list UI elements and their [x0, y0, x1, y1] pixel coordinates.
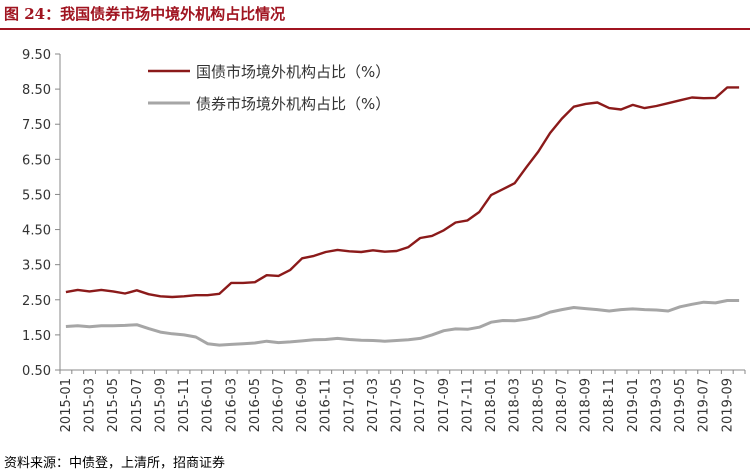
x-tick-label: 2017-03	[366, 378, 381, 432]
figure-title: 图 24：我国债券市场中境外机构占比情况	[4, 5, 286, 23]
x-tick-label: 2018-07	[555, 378, 570, 432]
series-line-2	[65, 299, 740, 347]
series-line-1	[65, 86, 740, 299]
y-tick-label: 6.50	[22, 153, 51, 168]
legend-label-1: 国债市场境外机构占比（%）	[196, 63, 390, 81]
x-tick-label: 2017-07	[413, 378, 428, 432]
x-tick-label: 2016-03	[224, 378, 239, 432]
legend: 国债市场境外机构占比（%） 债券市场境外机构占比（%）	[148, 63, 390, 113]
x-tick-label: 2019-05	[673, 378, 688, 432]
y-tick-label: 8.50	[22, 83, 51, 98]
x-tick-label: 2017-05	[390, 378, 405, 432]
x-tick-label: 2015-03	[83, 378, 98, 432]
x-tick-label: 2016-11	[319, 378, 334, 432]
y-tick-label: 5.50	[22, 188, 51, 203]
x-tick-label: 2016-01	[201, 378, 216, 432]
x-tick-label: 2015-09	[153, 378, 168, 432]
x-tick-label: 2017-01	[342, 378, 357, 432]
title-rule	[0, 28, 750, 30]
x-tick-label: 2019-03	[649, 378, 664, 432]
x-tick-label: 2018-01	[484, 378, 499, 432]
x-tick-label: 2017-09	[437, 378, 452, 432]
x-tick-label: 2015-01	[59, 378, 74, 432]
x-tick-label: 2015-07	[130, 378, 145, 432]
y-tick-label: 4.50	[22, 224, 51, 239]
x-tick-label: 2015-11	[177, 378, 192, 432]
line-chart: 0.50 1.50 2.50 3.50 4.50 5.50 6.50 7.50 8.50 9.50…	[22, 48, 746, 432]
series-lines	[65, 86, 740, 347]
x-tick-label: 2019-09	[720, 378, 735, 432]
x-tick-label: 2019-07	[697, 378, 712, 432]
legend-label-2: 债券市场境外机构占比（%）	[196, 95, 390, 113]
x-tick-label: 2018-03	[508, 378, 523, 432]
y-tick-label: 9.50	[22, 48, 51, 63]
x-tick-label: 2016-05	[248, 378, 263, 432]
x-tick-label: 2016-09	[295, 378, 310, 432]
x-tick-label: 2018-09	[579, 378, 594, 432]
y-tick-label: 2.50	[22, 294, 51, 309]
x-tick-label: 2019-01	[626, 378, 641, 432]
x-tick-label: 2018-05	[531, 378, 546, 432]
x-tick-label: 2015-05	[106, 378, 121, 432]
y-tick-label: 1.50	[22, 329, 51, 344]
x-axis: 2015-01 2015-03 2015-05 2015-07 2015-09 2015-…	[59, 369, 746, 432]
y-tick-label: 7.50	[22, 118, 51, 133]
y-tick-label: 3.50	[22, 259, 51, 274]
x-tick-label: 2017-11	[460, 378, 475, 432]
source-note: 资料来源：中债登，上清所，招商证券	[4, 456, 226, 471]
y-axis: 0.50 1.50 2.50 3.50 4.50 5.50 6.50 7.50 8.50 9.50	[22, 48, 61, 379]
x-tick-label: 2016-07	[271, 378, 286, 432]
x-tick-label: 2018-11	[602, 378, 617, 432]
y-tick-label: 0.50	[22, 364, 51, 379]
